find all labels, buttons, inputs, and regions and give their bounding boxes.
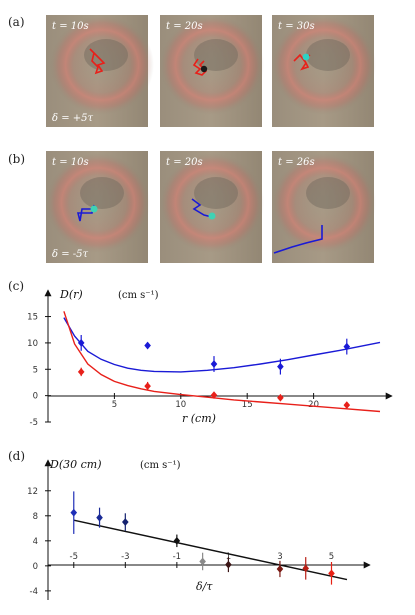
chart-c-y-tick-label: 10 bbox=[27, 339, 38, 349]
panel-b-photos: t = 10s δ = -5τ t = 20s t = 26s bbox=[46, 151, 376, 263]
photo-a1: t = 10s δ = +5τ bbox=[46, 15, 154, 127]
chart-d-data-point bbox=[225, 560, 232, 569]
chart-c-data-point bbox=[277, 393, 284, 402]
panel-a-tag: (a) bbox=[8, 15, 25, 29]
photo-b1: t = 10s δ = -5τ bbox=[46, 151, 150, 263]
chart-d-data-point bbox=[302, 564, 310, 573]
chart-c-x-tick-label: 5 bbox=[112, 400, 117, 410]
chart-c-x-tick-label: 20 bbox=[308, 400, 319, 410]
chart-c-fit-line bbox=[63, 311, 381, 413]
chart-d-points bbox=[70, 491, 335, 585]
photo-b2-time: t = 20s bbox=[166, 157, 203, 168]
photo-b1-time: t = 10s bbox=[52, 157, 89, 168]
chart-d-y-ticks: -4 0 4 8 12 bbox=[27, 487, 51, 597]
chart-d-data-point bbox=[173, 536, 181, 545]
photo-a3: t = 30s bbox=[272, 15, 376, 127]
chart-c-data-point bbox=[77, 368, 85, 376]
chart-d-x-tick-label: 3 bbox=[277, 552, 282, 562]
chart-d-y-tick-label: -4 bbox=[30, 587, 38, 597]
chart-d-x-tick-label: -3 bbox=[121, 552, 129, 562]
chart-d-x-tick-label: -5 bbox=[70, 552, 78, 562]
photo-a1-time: t = 10s bbox=[52, 21, 89, 32]
panel-a-photos: t = 10s δ = +5τ t = 20s t = 30s bbox=[46, 15, 376, 127]
chart-d-y-tick-label: 12 bbox=[27, 487, 38, 497]
chart-c-fit-line bbox=[63, 317, 381, 373]
photo-a2: t = 20s bbox=[160, 15, 264, 127]
chart-d-data-point bbox=[328, 569, 335, 578]
chart-d-data-point bbox=[199, 557, 206, 566]
chart-d-fit-line bbox=[73, 519, 348, 581]
chart-c-data-point bbox=[343, 342, 351, 351]
chart-c-xlabel: r (cm) bbox=[182, 412, 216, 425]
photo-b2: t = 20s bbox=[160, 151, 264, 263]
chart-d-ylabel: D(30 cm) bbox=[49, 458, 102, 471]
chart-c-data-point bbox=[343, 401, 351, 410]
chart-d-fit-line bbox=[73, 519, 348, 581]
chart-d-x-tick-label: 1 bbox=[226, 552, 231, 562]
photo-b1-delta: δ = -5τ bbox=[52, 249, 88, 260]
chart-d-data-point bbox=[70, 508, 78, 517]
chart-c-data-point bbox=[277, 362, 284, 371]
chart-d-y-tick-label: 8 bbox=[33, 512, 38, 522]
chart-c-fit-lines bbox=[63, 311, 381, 413]
chart-c-x-tick-label: 10 bbox=[175, 400, 186, 410]
photo-a3-time: t = 30s bbox=[278, 21, 315, 32]
chart-c-ylabel: D(r) bbox=[59, 288, 83, 301]
chart-c-x-tick-label: 15 bbox=[242, 400, 253, 410]
chart-c-y-tick-label: -5 bbox=[30, 418, 38, 428]
chart-c-data-point bbox=[144, 382, 151, 391]
chart-d-x-tick-label: -1 bbox=[173, 552, 181, 562]
chart-d-x-tick-label: 5 bbox=[329, 552, 334, 562]
chart-d-y-tick-label: 0 bbox=[33, 562, 38, 572]
chart-c-y-tick-label: 15 bbox=[27, 313, 38, 323]
panel-b-tag: (b) bbox=[8, 152, 25, 166]
chart-c-y-tick-label: 5 bbox=[33, 365, 38, 375]
chart-d-unit: (cm s⁻¹) bbox=[140, 460, 181, 471]
chart-c-points bbox=[77, 335, 351, 410]
chart-c-x-ticks: 5 10 15 20 bbox=[112, 393, 319, 410]
chart-c-data-point bbox=[210, 391, 218, 400]
chart-d-xlabel: δ/τ bbox=[196, 580, 213, 593]
photo-b3: t = 26s bbox=[272, 151, 376, 263]
chart-c-unit: (cm s⁻¹) bbox=[118, 290, 159, 301]
photo-a1-delta: δ = +5τ bbox=[52, 113, 93, 124]
chart-c-data-point bbox=[210, 360, 218, 368]
photo-b3-time: t = 26s bbox=[278, 157, 315, 168]
photo-a2-time: t = 20s bbox=[166, 21, 203, 32]
chart-d-y-tick-label: 4 bbox=[33, 537, 38, 547]
chart-c-y-ticks: -5 0 5 10 15 bbox=[27, 313, 51, 428]
chart-c-data-point bbox=[77, 339, 85, 347]
chart-d-data-point bbox=[276, 565, 284, 573]
panel-c-tag: (c) bbox=[8, 279, 24, 293]
chart-c-y-tick-label: 0 bbox=[33, 392, 38, 402]
panel-d-tag: (d) bbox=[8, 449, 25, 463]
chart-c-data-point bbox=[144, 341, 151, 350]
chart-d-data-point bbox=[96, 513, 103, 522]
chart-d-data-point bbox=[122, 518, 129, 526]
